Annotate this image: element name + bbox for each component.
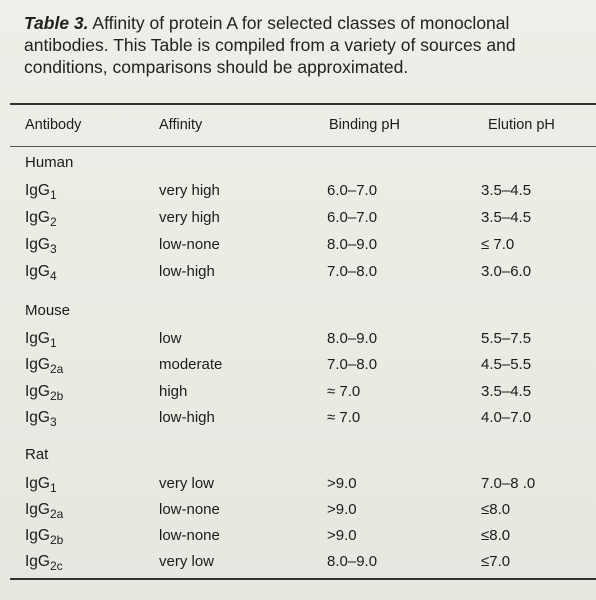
header-elution-ph: Elution pH: [488, 117, 555, 133]
table-row: IgG2a moderate 7.0–8.0 4.5–5.5: [0, 356, 596, 380]
elution-ph-cell: ≤8.0: [481, 527, 511, 544]
group-title-rat: Rat: [25, 446, 49, 463]
table-row: IgG1 low 8.0–9.0 5.5–7.5: [0, 330, 596, 354]
binding-ph-cell: 8.0–9.0: [327, 236, 378, 253]
elution-ph-cell: 7.0–8 .0: [481, 475, 536, 492]
antibody-cell: IgG1: [25, 330, 57, 350]
affinity-cell: high: [159, 383, 188, 400]
group-title-human: Human: [25, 154, 74, 171]
antibody-cell: IgG2b: [25, 527, 64, 547]
table-header-rule: [10, 146, 596, 147]
affinity-cell: low-none: [159, 236, 220, 253]
table-caption-text: Affinity of protein A for selected class…: [24, 13, 516, 77]
antibody-cell: IgG2c: [25, 553, 63, 573]
affinity-cell: low-none: [159, 501, 220, 518]
table-row: IgG2 very high 6.0–7.0 3.5–4.5: [0, 209, 596, 233]
table-top-rule: [10, 103, 596, 105]
elution-ph-cell: ≤ 7.0: [481, 236, 515, 253]
table-row: IgG3 low-high ≈ 7.0 4.0–7.0: [0, 409, 596, 433]
group-title-mouse: Mouse: [25, 302, 71, 319]
elution-ph-cell: 4.0–7.0: [481, 409, 532, 426]
elution-ph-cell: ≤8.0: [481, 501, 511, 518]
affinity-cell: low: [159, 330, 182, 347]
elution-ph-cell: 4.5–5.5: [481, 356, 532, 373]
affinity-cell: very high: [159, 182, 220, 199]
binding-ph-cell: >9.0: [327, 527, 357, 544]
antibody-cell: IgG4: [25, 263, 57, 283]
binding-ph-cell: 7.0–8.0: [327, 263, 378, 280]
header-antibody: Antibody: [25, 117, 82, 133]
affinity-cell: very low: [159, 553, 215, 570]
header-binding-ph: Binding pH: [329, 117, 400, 133]
table-row: IgG1 very low >9.0 7.0–8 .0: [0, 475, 596, 499]
elution-ph-cell: 3.0–6.0: [481, 263, 532, 280]
table-row: IgG3 low-none 8.0–9.0 ≤ 7.0: [0, 236, 596, 260]
table-header-row: Antibody Affinity Binding pH Elution pH: [0, 117, 596, 139]
affinity-cell: very low: [159, 475, 215, 492]
antibody-cell: IgG3: [25, 409, 57, 429]
affinity-cell: low-none: [159, 527, 220, 544]
elution-ph-cell: ≤7.0: [481, 553, 511, 570]
table-row: IgG1 very high 6.0–7.0 3.5–4.5: [0, 182, 596, 206]
table-row: IgG2a low-none >9.0 ≤8.0: [0, 501, 596, 525]
table-row: IgG2b high ≈ 7.0 3.5–4.5: [0, 383, 596, 407]
antibody-cell: IgG1: [25, 182, 57, 202]
binding-ph-cell: 6.0–7.0: [327, 209, 378, 226]
table-caption-label: Table 3.: [24, 13, 89, 33]
antibody-cell: IgG2b: [25, 383, 64, 403]
affinity-cell: low-high: [159, 409, 215, 426]
antibody-cell: IgG2a: [25, 356, 64, 376]
binding-ph-cell: >9.0: [327, 501, 357, 518]
table-bottom-rule: [10, 578, 596, 580]
affinity-cell: very high: [159, 209, 220, 226]
table-row: IgG2b low-none >9.0 ≤8.0: [0, 527, 596, 551]
binding-ph-cell: ≈ 7.0: [327, 383, 361, 400]
header-affinity: Affinity: [159, 117, 203, 133]
elution-ph-cell: 3.5–4.5: [481, 182, 532, 199]
binding-ph-cell: 7.0–8.0: [327, 356, 378, 373]
affinity-cell: low-high: [159, 263, 215, 280]
binding-ph-cell: 6.0–7.0: [327, 182, 378, 199]
binding-ph-cell: 8.0–9.0: [327, 553, 378, 570]
elution-ph-cell: 3.5–4.5: [481, 383, 532, 400]
affinity-cell: moderate: [159, 356, 223, 373]
elution-ph-cell: 3.5–4.5: [481, 209, 532, 226]
binding-ph-cell: >9.0: [327, 475, 357, 492]
antibody-cell: IgG2a: [25, 501, 64, 521]
binding-ph-cell: 8.0–9.0: [327, 330, 378, 347]
elution-ph-cell: 5.5–7.5: [481, 330, 532, 347]
antibody-cell: IgG1: [25, 475, 57, 495]
antibody-cell: IgG3: [25, 236, 57, 256]
binding-ph-cell: ≈ 7.0: [327, 409, 361, 426]
table-row: IgG2c very low 8.0–9.0 ≤7.0: [0, 553, 596, 577]
table-row: IgG4 low-high 7.0–8.0 3.0–6.0: [0, 263, 596, 287]
antibody-cell: IgG2: [25, 209, 57, 229]
table-caption: Table 3. Affinity of protein A for selec…: [24, 12, 580, 78]
